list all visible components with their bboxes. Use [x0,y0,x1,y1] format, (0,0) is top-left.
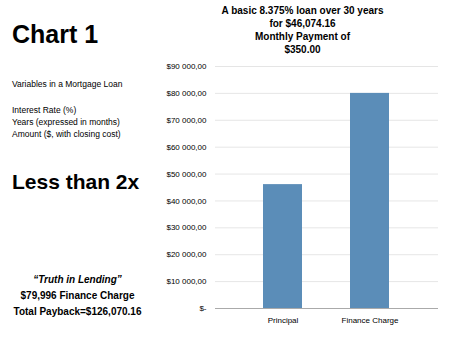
html-text:for $46,074.16: for $46,074.16 [269,18,336,29]
svg-text:Finance Charge: Finance Charge [342,316,399,325]
svg-text:$60 000,00: $60 000,00 [166,143,207,152]
html-text:Less than 2x: Less than 2x [12,170,140,193]
svg-text:$70 000,00: $70 000,00 [166,116,207,125]
html-text:Total Payback=$126,070.16: Total Payback=$126,070.16 [13,306,142,317]
html-text:$79,996 Finance Charge: $79,996 Finance Charge [20,290,135,301]
html-text:$350.00: $350.00 [284,44,321,55]
html-text:Interest Rate (%): Interest Rate (%) [12,105,77,115]
svg-text:$30 000,00: $30 000,00 [166,223,207,232]
svg-text:$10 000,00: $10 000,00 [166,277,207,286]
svg-text:$90 000,00: $90 000,00 [166,62,207,71]
html-text:A basic 8.375% loan over 30 ye: A basic 8.375% loan over 30 years [221,5,384,16]
svg-text:$20 000,00: $20 000,00 [166,250,207,259]
svg-text:Principal: Principal [268,316,299,325]
html-text:Variables in a Mortgage Loan: Variables in a Mortgage Loan [12,79,123,89]
svg-text:$-: $- [199,304,206,313]
svg-text:$80 000,00: $80 000,00 [166,89,207,98]
html-text:Amount ($, with closing cost): Amount ($, with closing cost) [12,129,121,139]
svg-text:$40 000,00: $40 000,00 [166,197,207,206]
html-text:Chart 1: Chart 1 [12,20,99,48]
html-text:“Truth in Lending”: “Truth in Lending” [33,274,122,285]
html-text:Years (expressed in months): Years (expressed in months) [12,117,120,127]
html-text:Monthly Payment of: Monthly Payment of [255,31,350,42]
svg-text:$50 000,00: $50 000,00 [166,170,207,179]
